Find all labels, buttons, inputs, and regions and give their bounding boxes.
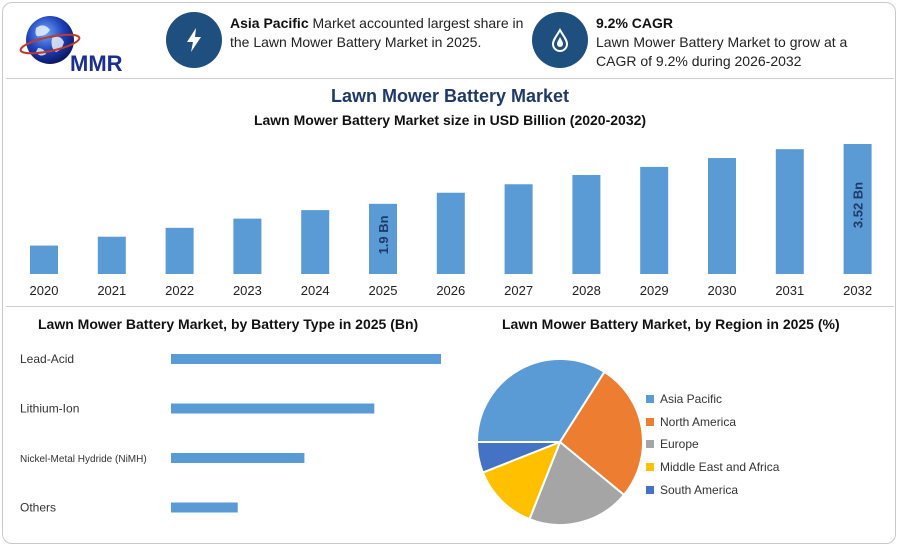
x-tick-label: 2032 [843,283,872,298]
x-tick-label: 2026 [436,283,465,298]
x-tick-label: 2020 [30,283,59,298]
highlight-icon-circle [532,12,588,68]
pie-slice-4 [475,441,561,474]
category-label: Others [20,501,56,515]
x-tick-label: 2022 [165,283,194,298]
hbar-3 [171,502,238,513]
highlight-cagr: 9.2% CAGR Lawn Mower Battery Market to g… [596,14,886,71]
bar-2031 [775,149,804,274]
bar-2026 [436,192,465,274]
legend-swatch [646,395,654,404]
legend-swatch [646,417,654,426]
bar-2021 [97,236,126,274]
cagr-drop-icon [551,28,569,52]
battery-type-bar-chart: Lead-Acid Lithium-Ion Nickel-Metal Hydride… [20,352,441,515]
category-label: Lead-Acid [20,352,74,366]
highlight-asia-pacific: Asia Pacific Market accounted largest sh… [230,14,530,52]
highlight-cagr-title: 9.2% CAGR [596,15,674,31]
legend-item: North America [646,411,779,434]
legend-label: Middle East and Africa [660,460,780,475]
x-tick-label: 2021 [97,283,126,298]
legend-label: Europe [660,437,699,452]
bar-2023 [233,218,262,274]
bar-data-label: 1.9 Bn [376,215,391,254]
mmr-logo: MMR [19,16,123,76]
bar-2030 [708,158,736,274]
bar-2027 [504,184,533,274]
bar-chart-title: Lawn Mower Battery Market size in USD Bi… [253,112,647,128]
category-label: Nickel-Metal Hydride (NiMH) [20,454,147,465]
bar-2020 [30,245,58,274]
region-legend: Asia Pacific North America Europe Middle Ea… [646,388,779,501]
region-pie-chart [475,358,644,526]
legend-swatch [646,440,654,449]
highlight-bold: Asia Pacific [230,15,309,31]
bar-2029 [640,166,669,274]
region-chart-title: Lawn Mower Battery Market, by Region in … [502,316,840,332]
x-tick-label: 2031 [775,283,804,298]
bar-2032 [843,144,872,274]
divider [6,306,894,307]
divider [6,78,894,79]
bar-2028 [572,175,601,274]
x-tick-label: 2023 [233,283,262,298]
battery-type-chart-title: Lawn Mower Battery Market, by Battery Ty… [38,316,419,332]
highlight-cagr-text: Lawn Mower Battery Market to grow at a C… [596,34,848,69]
hbar-2 [171,453,305,463]
bar-2024 [301,210,330,274]
x-tick-label: 2029 [640,283,669,298]
x-tick-label: 2028 [572,283,601,298]
lightning-icon [187,28,201,52]
legend-label: South America [660,482,739,497]
legend-item: Middle East and Africa [646,456,779,479]
hbar-1 [171,403,375,414]
legend-label: Asia Pacific [660,392,723,407]
highlight-text: Market accounted largest share in the La… [230,15,524,50]
pie-slice-1 [558,370,644,497]
legend-swatch [646,463,654,472]
logo-text: MMR [70,51,123,76]
legend-item: South America [646,478,779,501]
market-size-bar-chart: 2020 2021 2022 2023 2024 2025 1.9 Bn 2026 2027 20… [30,144,872,298]
highlight-icon-circle [166,12,222,68]
bar-data-label: 3.52 Bn [851,182,866,228]
bar-2025 [369,203,397,274]
x-tick-label: 2030 [708,283,737,298]
x-tick-label: 2024 [301,283,330,298]
legend-label: North America [660,414,737,429]
legend-item: Asia Pacific [646,388,779,411]
x-tick-label: 2027 [504,283,533,298]
hbar-0 [171,354,441,364]
main-title: Lawn Mower Battery Market [330,86,570,106]
category-label: Lithium-Ion [20,402,79,416]
pie-slice-2 [528,440,626,526]
legend-item: Europe [646,433,779,456]
bar-2022 [165,227,194,274]
pie-slice-3 [481,440,562,521]
x-tick-label: 2025 [369,283,398,298]
legend-swatch [646,485,654,494]
globe-icon [19,16,81,64]
